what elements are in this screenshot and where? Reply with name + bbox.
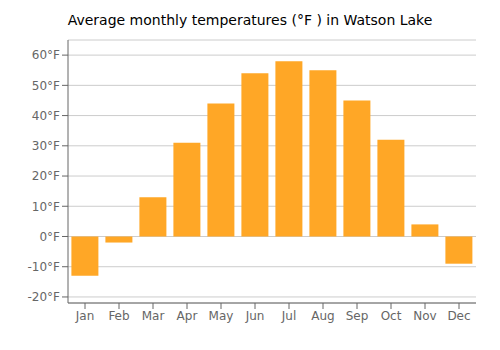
svg-text:60°F: 60°F xyxy=(32,48,60,62)
svg-text:10°F: 10°F xyxy=(32,200,60,214)
svg-text:Sep: Sep xyxy=(346,309,369,323)
svg-text:Oct: Oct xyxy=(381,309,402,323)
svg-text:30°F: 30°F xyxy=(32,139,60,153)
svg-text:50°F: 50°F xyxy=(32,79,60,93)
svg-text:Apr: Apr xyxy=(177,309,198,323)
svg-text:Mar: Mar xyxy=(142,309,165,323)
svg-text:-20°F: -20°F xyxy=(27,290,60,304)
svg-text:20°F: 20°F xyxy=(32,169,60,183)
svg-text:Jan: Jan xyxy=(75,309,95,323)
html-text:Average monthly temperatures (: Average monthly temperatures (°F ) in Wa… xyxy=(67,12,433,28)
svg-text:Nov: Nov xyxy=(413,309,436,323)
svg-text:0°F: 0°F xyxy=(39,230,60,244)
svg-text:Feb: Feb xyxy=(108,309,129,323)
svg-text:Aug: Aug xyxy=(311,309,334,323)
svg-text:Jun: Jun xyxy=(245,309,265,323)
svg-text:Jul: Jul xyxy=(281,309,296,323)
svg-text:Dec: Dec xyxy=(447,309,470,323)
svg-text:May: May xyxy=(209,309,234,323)
svg-text:40°F: 40°F xyxy=(32,109,60,123)
svg-text:-10°F: -10°F xyxy=(27,260,60,274)
